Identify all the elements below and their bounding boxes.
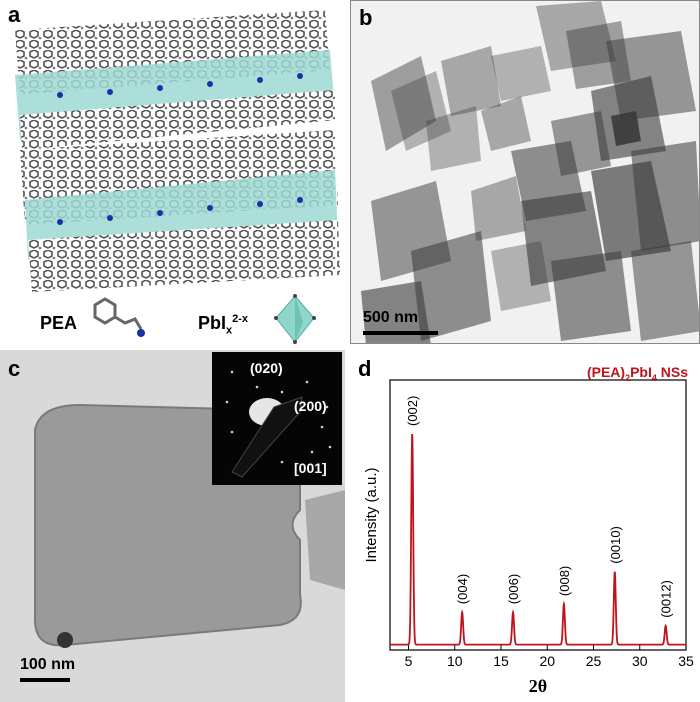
panel-d: d 5 10 15 20 25 30 35 2θ Intensity (a.u.) (002) (0… <box>350 350 700 702</box>
title-sub2: 4 <box>651 372 657 383</box>
pea-molecule-icon <box>93 297 145 337</box>
panel-b-label: b <box>359 5 373 30</box>
scale-bar-b <box>363 331 438 335</box>
peak-label: (0010) <box>608 526 623 564</box>
peak-label: (004) <box>455 574 470 604</box>
peak-label: (0012) <box>659 580 674 618</box>
title-part2: PbI <box>630 364 652 380</box>
chart-title: (PEA)2PbI4 NSs <box>587 364 688 383</box>
pbi-base: PbI <box>198 313 227 333</box>
x-tick-label: 20 <box>539 653 555 669</box>
scale-bar-label-b: 500 nm <box>363 309 419 326</box>
title-sub1: 2 <box>625 372 631 383</box>
x-tick-label: 5 <box>405 653 413 669</box>
tem-nanosheets-image <box>361 1 699 343</box>
peak-label: (008) <box>557 566 572 596</box>
saed-label-200: (200) <box>294 398 327 414</box>
panel-c: c (020) (200) [001] 100 nm <box>0 350 345 702</box>
pbi-legend-label: PbIx2-x <box>198 313 248 337</box>
xrd-pattern-line <box>390 433 686 646</box>
saed-inset: (020) (200) [001] <box>212 352 342 485</box>
scale-bar-label-c: 100 nm <box>20 656 76 673</box>
xrd-chart: 5 10 15 20 25 30 35 2θ Intensity (a.u.) (002) (004… <box>363 379 694 696</box>
x-tick-label: 30 <box>632 653 648 669</box>
octahedron-icon <box>274 294 316 344</box>
x-tick-label: 10 <box>447 653 463 669</box>
saed-label-001: [001] <box>294 460 327 476</box>
saed-label-020: (020) <box>250 360 283 376</box>
x-tick-label: 15 <box>493 653 509 669</box>
panel-c-label: c <box>8 356 21 381</box>
x-tick-label: 35 <box>678 653 694 669</box>
scale-bar-c <box>20 678 70 682</box>
pea-legend-label: PEA <box>40 313 78 333</box>
panel-a-label: a <box>8 2 21 27</box>
peak-label: (002) <box>405 396 420 426</box>
x-tick-label: 25 <box>586 653 602 669</box>
pbi-sub: x <box>226 324 233 337</box>
peak-label: (006) <box>506 574 521 604</box>
saed-pattern <box>225 370 332 478</box>
panel-b: b 500 nm <box>350 0 700 344</box>
plot-frame <box>389 379 687 651</box>
title-part1: (PEA) <box>586 364 626 380</box>
y-axis-label: Intensity (a.u.) <box>363 467 380 562</box>
panel-a: a PEA PbIx2-x <box>0 0 345 350</box>
title-part3: NSs <box>656 364 688 380</box>
crystal-structure-illustration <box>15 10 340 292</box>
x-axis-label: 2θ <box>529 676 547 696</box>
panel-d-label: d <box>358 356 372 381</box>
pbi-sup: 2-x <box>232 313 249 325</box>
